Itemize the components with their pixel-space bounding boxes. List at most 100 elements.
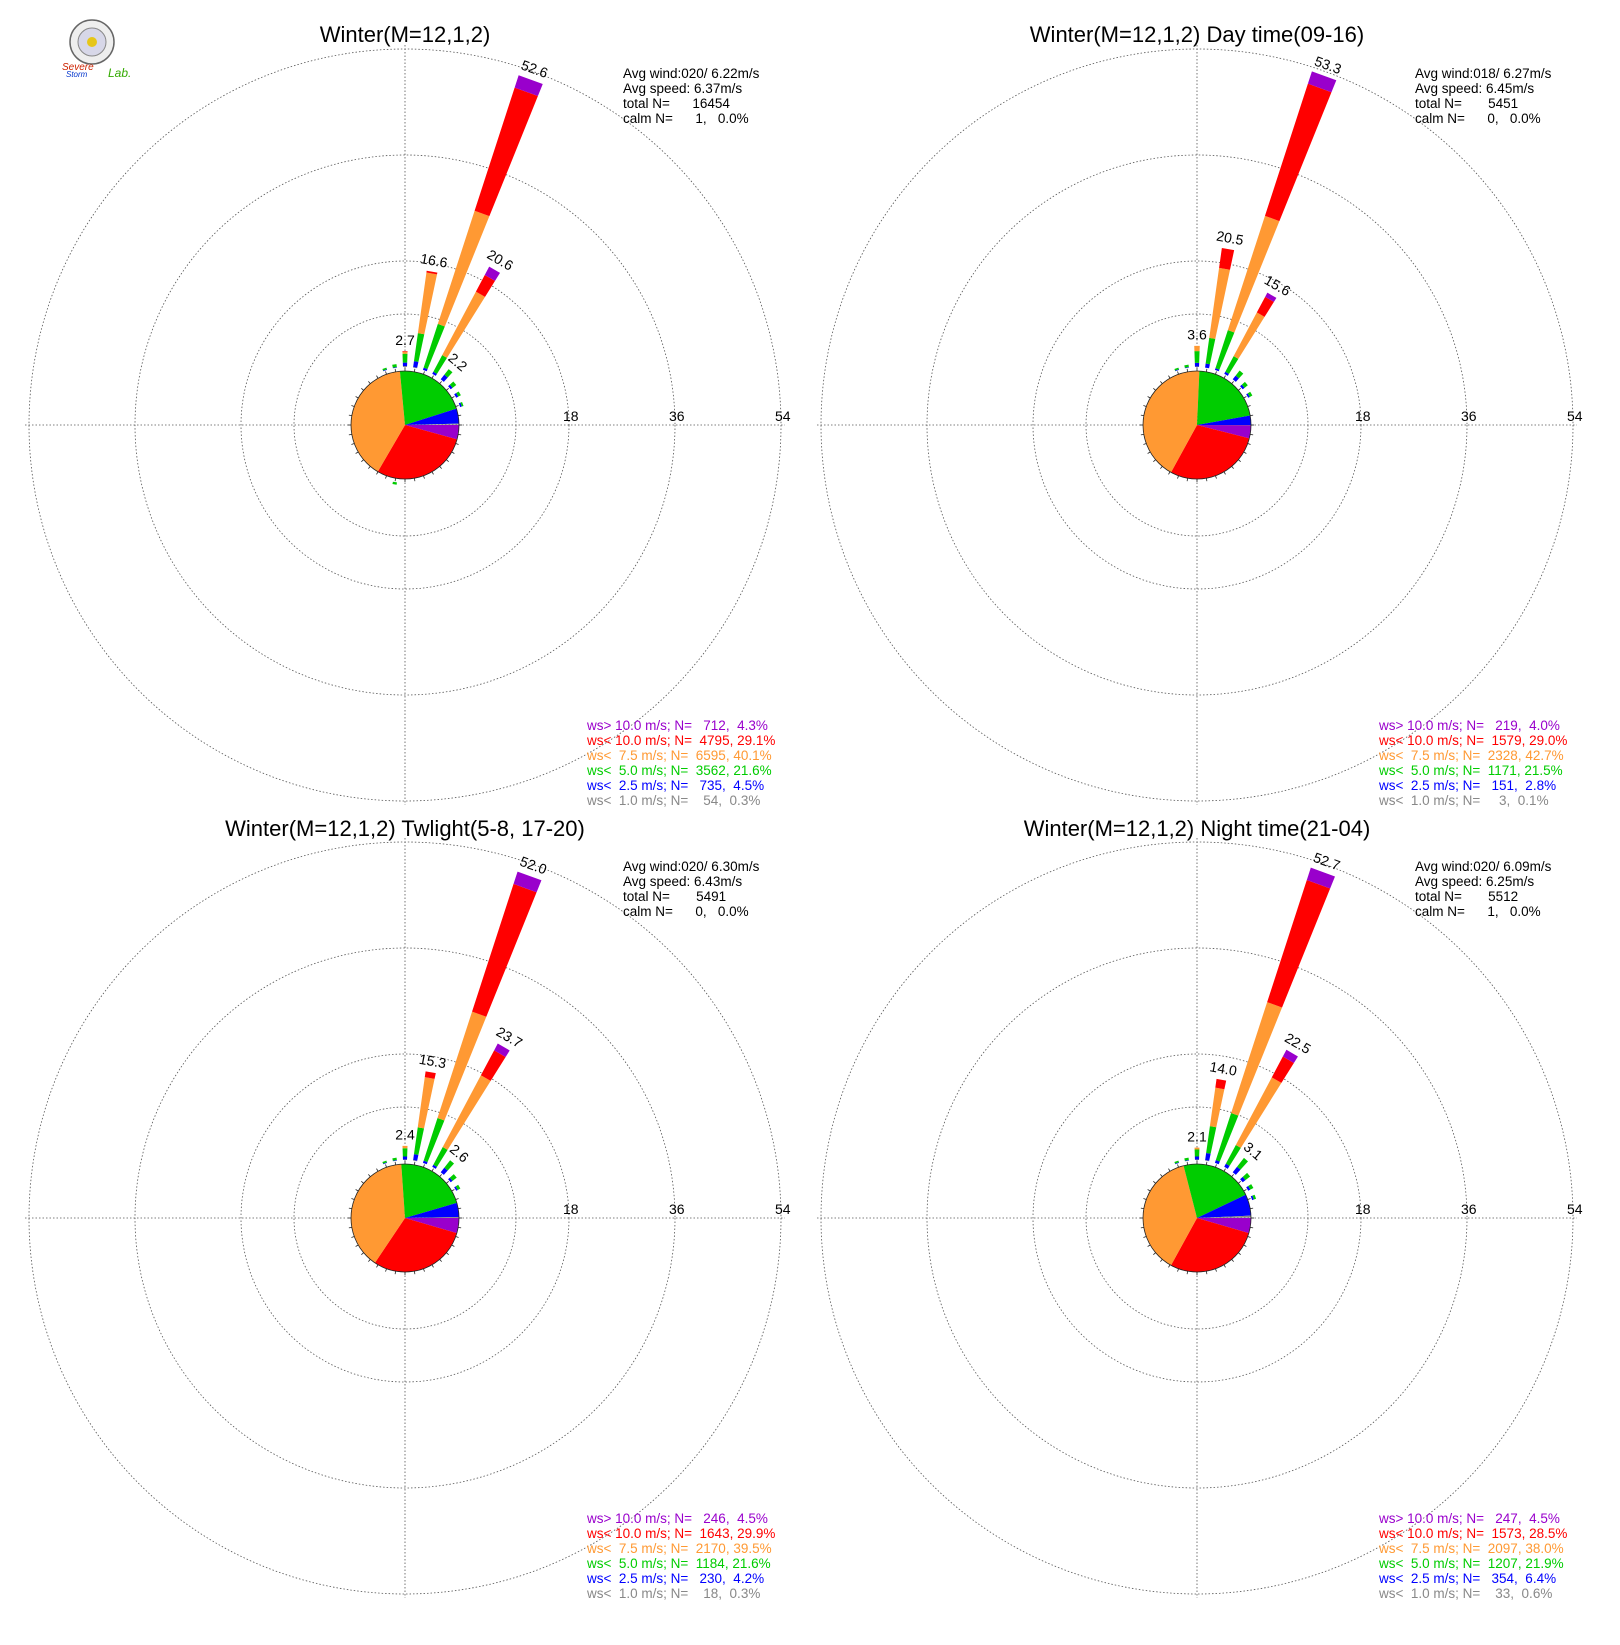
direction-tick xyxy=(1215,476,1216,479)
direction-tick xyxy=(351,1199,354,1200)
direction-tick xyxy=(386,1269,387,1272)
ring-label: 18 xyxy=(563,1201,579,1217)
wind-bar-segment xyxy=(1209,268,1230,339)
direction-tick xyxy=(1248,406,1251,407)
bar-value-label: 2.4 xyxy=(395,1127,415,1143)
direction-tick xyxy=(1143,406,1146,407)
wind-bar-segment xyxy=(414,333,424,362)
stats-avg-speed: Avg speed: 6.37m/s xyxy=(623,81,742,96)
direction-tick xyxy=(1143,443,1146,444)
stats-total: total N= 5451 xyxy=(1415,96,1518,111)
direction-tick xyxy=(1232,1174,1234,1176)
logo-seal-star xyxy=(87,37,97,47)
direction-tick xyxy=(1178,476,1179,479)
wind-bar-segment xyxy=(418,273,437,335)
direction-tick xyxy=(446,388,448,390)
direction-tick xyxy=(1169,1265,1171,1268)
direction-tick xyxy=(432,472,434,475)
direction-tick xyxy=(452,452,455,454)
direction-tick xyxy=(456,406,459,407)
legend-entry: ws< 5.0 m/s; N= 1207, 21.9% xyxy=(1378,1556,1564,1571)
direction-tick xyxy=(1178,1164,1179,1167)
wind-bar-segment xyxy=(403,363,407,367)
direction-tick xyxy=(1206,369,1207,372)
stats-calm: calm N= 0, 0.0% xyxy=(1415,111,1541,126)
wind-bar-segment xyxy=(402,352,407,354)
direction-tick xyxy=(1148,452,1151,454)
direction-tick xyxy=(1238,1253,1240,1255)
direction-tick xyxy=(423,1269,424,1272)
chart-title: Winter(M=12,1,2) Twlight(5-8, 17-20) xyxy=(225,816,585,841)
direction-tick xyxy=(1148,397,1151,399)
legend-entry: ws> 10.0 m/s; N= 712, 4.3% xyxy=(586,718,768,733)
direction-tick xyxy=(1187,478,1188,481)
direction-tick xyxy=(446,1253,448,1255)
direction-tick xyxy=(1244,397,1247,399)
direction-tick xyxy=(349,1227,352,1228)
legend-entry: ws< 1.0 m/s; N= 33, 0.6% xyxy=(1378,1586,1552,1601)
direction-tick xyxy=(446,460,448,462)
direction-tick xyxy=(377,1169,379,1172)
stats-avg-speed: Avg speed: 6.25m/s xyxy=(1415,874,1534,889)
direction-tick xyxy=(452,397,455,399)
ring-label: 54 xyxy=(775,408,791,424)
ring-label: 36 xyxy=(1461,408,1477,424)
ring-label: 54 xyxy=(775,1201,791,1217)
wind-bar-segment xyxy=(475,88,538,217)
legend-entry: ws> 10.0 m/s; N= 246, 4.5% xyxy=(586,1511,768,1526)
direction-tick xyxy=(1232,466,1234,468)
direction-tick xyxy=(377,376,379,379)
lab-logo: Severe Storm Lab. xyxy=(62,20,131,80)
legend-entry: ws< 1.0 m/s; N= 3, 0.1% xyxy=(1378,793,1549,808)
wind-bar-segment xyxy=(403,1159,407,1160)
legend-entry: ws< 5.0 m/s; N= 1184, 21.6% xyxy=(586,1556,771,1571)
wind-bar-segment xyxy=(1195,363,1199,367)
direction-tick xyxy=(351,1236,354,1237)
direction-tick xyxy=(1153,460,1155,462)
wind-bar-segment xyxy=(418,1077,435,1128)
direction-tick xyxy=(1250,434,1253,435)
logo-text-lab: Lab. xyxy=(108,66,131,80)
direction-tick xyxy=(1148,1190,1151,1192)
direction-tick xyxy=(440,1174,442,1176)
wind-bar-segment xyxy=(1267,880,1330,1008)
legend-entry: ws< 2.5 m/s; N= 151, 2.8% xyxy=(1378,778,1556,793)
direction-tick xyxy=(414,478,415,481)
stats-calm: calm N= 1, 0.0% xyxy=(623,111,749,126)
direction-tick xyxy=(446,1181,448,1183)
direction-tick xyxy=(458,1227,461,1228)
direction-tick xyxy=(351,443,354,444)
direction-tick xyxy=(1187,1162,1188,1165)
direction-tick xyxy=(423,371,424,374)
ring-label: 54 xyxy=(1567,1201,1583,1217)
ring-label: 18 xyxy=(1355,408,1371,424)
wind-bar-segment xyxy=(413,361,418,368)
direction-tick xyxy=(1232,381,1234,383)
stats-total: total N= 5491 xyxy=(623,889,726,904)
wind-bar-segment xyxy=(1195,1157,1199,1160)
direction-tick xyxy=(377,1265,379,1268)
direction-tick xyxy=(440,1259,442,1261)
direction-tick xyxy=(456,1236,459,1237)
wind-bar-segment xyxy=(403,366,407,367)
direction-tick xyxy=(349,415,352,416)
wind-bar-segment xyxy=(1195,1159,1199,1160)
direction-tick xyxy=(1250,1208,1253,1209)
wind-bar-segment xyxy=(1219,248,1234,270)
legend-entry: ws< 2.5 m/s; N= 354, 6.4% xyxy=(1378,1571,1556,1586)
direction-tick xyxy=(440,466,442,468)
direction-tick xyxy=(361,1181,363,1183)
wind-bar-segment xyxy=(403,354,408,363)
direction-tick xyxy=(1248,1236,1251,1237)
stats-avg-wind: Avg wind:020/ 6.30m/s xyxy=(623,859,760,874)
wind-bar-segment xyxy=(1194,351,1199,363)
chart-title: Winter(M=12,1,2) Night time(21-04) xyxy=(1024,816,1371,841)
direction-tick xyxy=(1250,1227,1253,1228)
wind-bar-segment xyxy=(433,1147,447,1167)
direction-tick xyxy=(1232,1259,1234,1261)
direction-tick xyxy=(432,1169,434,1172)
direction-tick xyxy=(368,466,370,468)
direction-tick xyxy=(452,1190,455,1192)
direction-tick xyxy=(1169,376,1171,379)
